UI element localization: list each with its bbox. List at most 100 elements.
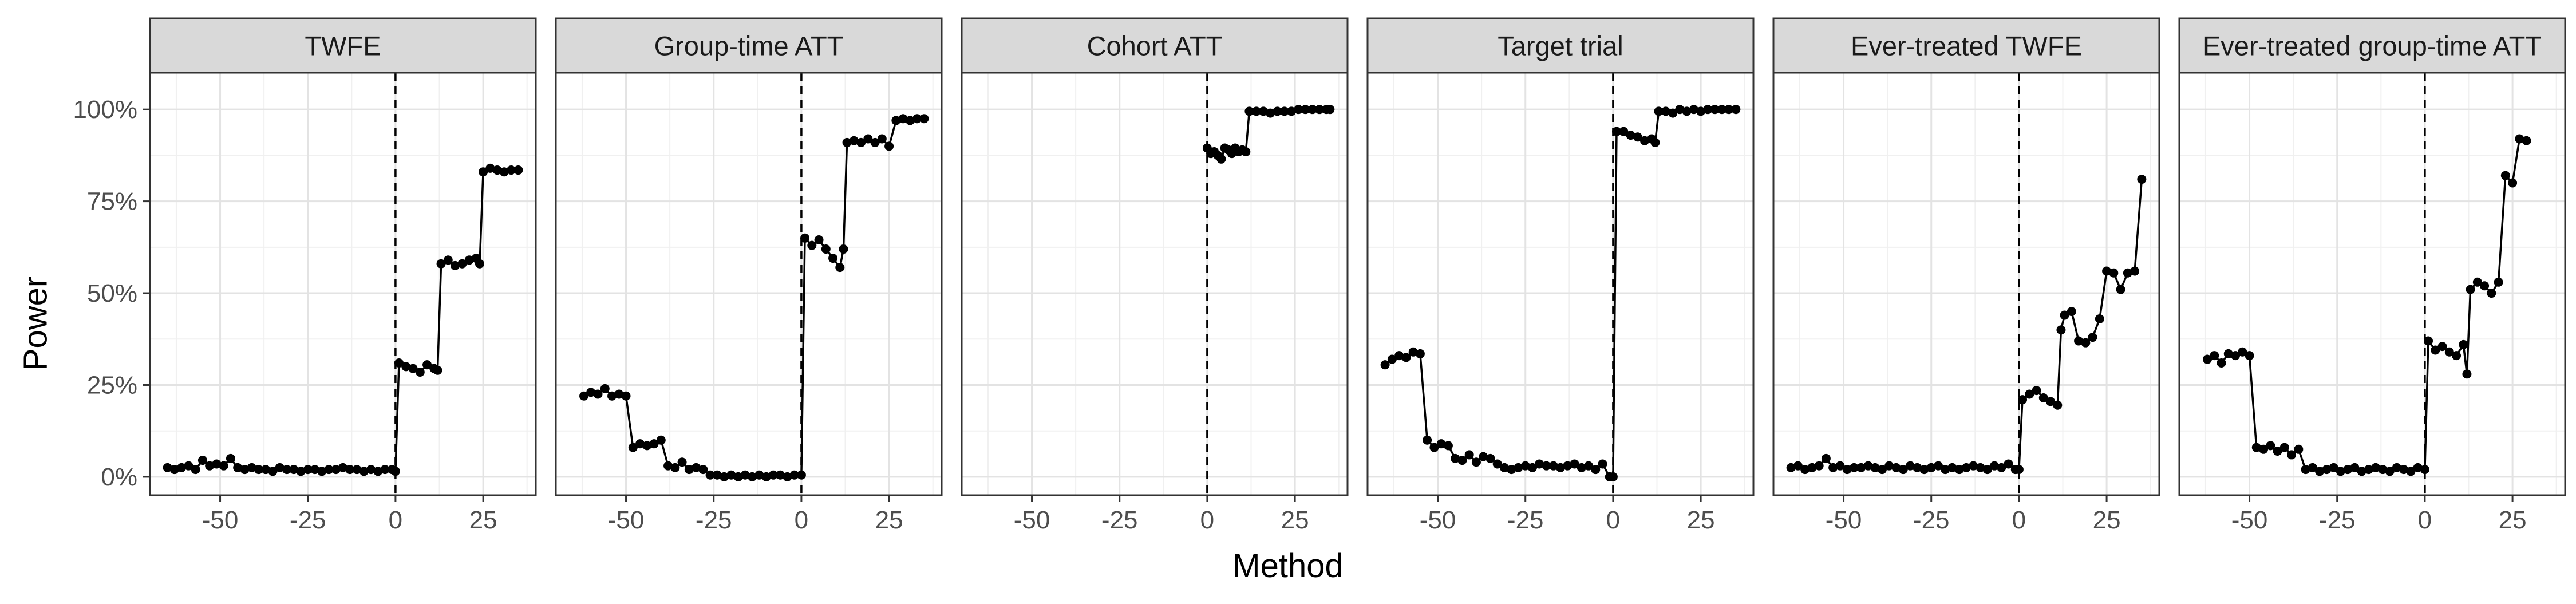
data-point	[2385, 467, 2395, 476]
data-point	[296, 467, 306, 476]
data-point	[338, 463, 347, 472]
data-point	[1443, 441, 1453, 451]
data-point	[1258, 106, 1268, 116]
data-point	[1891, 463, 1901, 472]
data-point	[2095, 314, 2104, 323]
data-point	[1485, 453, 1495, 463]
data-point	[1556, 463, 1565, 472]
x-tick-label: -50	[202, 506, 239, 534]
data-point	[233, 463, 243, 472]
data-point	[1640, 136, 1650, 145]
data-point	[607, 391, 617, 401]
data-point	[2074, 336, 2084, 346]
data-point	[2308, 463, 2317, 472]
data-point	[1905, 461, 1915, 471]
data-point	[1724, 105, 1734, 115]
x-tick-label: 25	[469, 506, 497, 534]
data-point	[2431, 345, 2440, 355]
data-point	[485, 163, 495, 173]
data-point	[254, 465, 263, 475]
data-point	[912, 114, 922, 124]
data-point	[828, 254, 838, 263]
x-tick-label: -50	[1826, 506, 1862, 534]
data-point	[492, 165, 502, 175]
data-point	[2245, 351, 2254, 361]
data-point	[1619, 127, 1629, 136]
data-point	[464, 255, 474, 265]
data-point	[663, 461, 673, 471]
data-point	[919, 114, 929, 124]
data-point	[1286, 106, 1296, 116]
x-tick-label: -50	[1420, 506, 1456, 534]
data-point	[898, 114, 908, 124]
data-point	[2472, 277, 2482, 287]
data-point	[2350, 463, 2360, 472]
data-point	[1457, 456, 1467, 465]
data-point	[1976, 463, 1985, 472]
data-point	[839, 244, 848, 254]
data-point	[303, 465, 313, 475]
data-point	[1241, 147, 1251, 156]
data-point	[1849, 463, 1859, 472]
data-point	[776, 470, 785, 480]
x-tick-label: 25	[875, 506, 903, 534]
data-point	[1273, 106, 1282, 116]
panel-title-3: Cohort ATT	[1087, 31, 1223, 61]
data-point	[219, 461, 228, 471]
data-point	[2315, 467, 2325, 476]
data-point	[2508, 178, 2518, 188]
data-point	[331, 465, 341, 475]
data-point	[1301, 105, 1310, 115]
data-point	[1251, 106, 1261, 116]
data-point	[499, 167, 509, 177]
data-point	[1689, 105, 1698, 115]
data-point	[2088, 333, 2097, 342]
x-tick-label: -25	[1101, 506, 1138, 534]
data-point	[1380, 360, 1390, 370]
data-point	[2420, 465, 2429, 475]
data-point	[1514, 463, 1523, 472]
data-point	[2406, 467, 2416, 476]
data-point	[1933, 461, 1943, 471]
data-point	[2223, 349, 2233, 358]
panel-border-3	[961, 72, 1349, 496]
data-point	[1626, 131, 1635, 140]
data-point	[1216, 154, 1226, 164]
data-point	[1835, 461, 1845, 471]
data-point	[670, 463, 680, 472]
panel-title-6: Ever-treated group-time ATT	[2203, 31, 2542, 61]
data-point	[2014, 465, 2024, 475]
data-point	[849, 136, 859, 145]
data-point	[394, 358, 404, 368]
data-point	[677, 457, 687, 467]
data-point	[2480, 281, 2490, 291]
data-point	[1793, 461, 1803, 471]
data-point	[2357, 467, 2366, 476]
data-point	[1436, 439, 1446, 449]
data-point	[2287, 450, 2297, 460]
data-point	[2424, 336, 2433, 346]
data-point	[1279, 106, 1289, 116]
data-point	[800, 233, 810, 243]
data-point	[1828, 463, 1838, 472]
data-point	[2060, 310, 2069, 320]
panel-title-5: Ever-treated TWFE	[1851, 31, 2082, 61]
data-point	[1507, 465, 1516, 475]
data-point	[1394, 351, 1404, 361]
data-point	[2413, 463, 2423, 472]
data-point	[261, 465, 271, 475]
data-point	[2364, 465, 2373, 475]
data-point	[698, 465, 708, 475]
data-point	[2046, 397, 2056, 406]
data-point	[1520, 461, 1530, 471]
data-point	[726, 470, 736, 480]
data-point	[191, 465, 200, 475]
data-point	[2123, 268, 2132, 278]
data-point	[1870, 463, 1880, 472]
data-point	[436, 259, 446, 269]
data-point	[1947, 463, 1957, 472]
data-point	[2444, 347, 2454, 357]
data-point	[1696, 106, 1706, 116]
data-point	[2251, 443, 2261, 452]
